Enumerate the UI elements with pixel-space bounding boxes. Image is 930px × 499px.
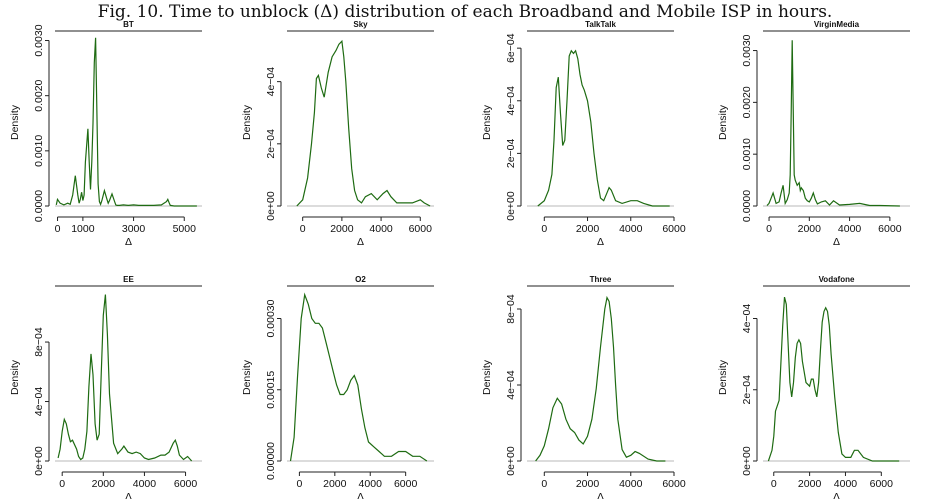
panel-3-x-tick-label: 2000 bbox=[576, 223, 600, 235]
figure-caption: Fig. 10. Time to unblock (Δ) distributio… bbox=[97, 2, 833, 22]
panel-6-x-tick-label: 2000 bbox=[323, 478, 347, 490]
panel-1-y-tick-label: 0.0030 bbox=[33, 24, 45, 56]
panel-5-x-tick-label: 2000 bbox=[92, 478, 116, 490]
panel-3-x-tick-label: 0 bbox=[541, 223, 547, 235]
panel-4-x-tick-label: 4000 bbox=[838, 223, 862, 235]
panel-5-y-tick-label: 4e−04 bbox=[33, 387, 45, 417]
panel-5-x-tick-label: 4000 bbox=[133, 478, 157, 490]
panel-2-x-tick-label: 0 bbox=[300, 223, 306, 235]
panel-8-x-tick-label: 0 bbox=[771, 478, 777, 490]
panel-1-y-tick-label: 0.0010 bbox=[33, 135, 45, 167]
panel-5-x-tick-label: 6000 bbox=[174, 478, 198, 490]
panel-3-x-label: Δ bbox=[597, 236, 604, 248]
panel-3-y-tick-label: 0e+00 bbox=[505, 191, 517, 221]
panel-1-x-tick-label: 1000 bbox=[71, 223, 95, 235]
panel-8-y-label: Density bbox=[717, 359, 729, 395]
panel-6-title: O2 bbox=[355, 275, 366, 284]
panel-3-y-tick-label: 2e−04 bbox=[505, 138, 517, 168]
panel-5-y-tick-label: 8e−04 bbox=[33, 327, 45, 357]
panel-7-x-tick-label: 6000 bbox=[662, 478, 686, 490]
panel-7-density-curve bbox=[535, 295, 666, 462]
panel-7-y-tick-label: 8e−04 bbox=[505, 294, 517, 324]
panel-6-y-tick-label: 0.00015 bbox=[265, 371, 277, 409]
panel-4-y-tick-label: 0.0000 bbox=[741, 190, 753, 222]
panel-3-x-tick-label: 4000 bbox=[619, 223, 643, 235]
panel-1-x-tick-label: 5000 bbox=[173, 223, 197, 235]
panel-1-y-tick-label: 0.0000 bbox=[33, 190, 45, 222]
panel-6-x-tick-label: 0 bbox=[296, 478, 302, 490]
panel-5-y-tick-label: 0e+00 bbox=[33, 446, 45, 476]
panel-2-y-tick-label: 0e+00 bbox=[265, 191, 277, 221]
panel-2-y-label: Density bbox=[241, 104, 253, 140]
panel-4-y-label: Density bbox=[717, 104, 729, 140]
panel-7-title: Three bbox=[590, 275, 612, 284]
panel-5-x-label: Δ bbox=[125, 491, 132, 499]
panel-6-x-label: Δ bbox=[357, 491, 364, 499]
panel-8-y-tick-label: 2e−04 bbox=[741, 375, 753, 405]
panel-4-y-tick-label: 0.0030 bbox=[741, 34, 753, 66]
panel-4-x-tick-label: 2000 bbox=[798, 223, 822, 235]
panel-7-x-label: Δ bbox=[597, 491, 604, 499]
panel-3-x-tick-label: 6000 bbox=[662, 223, 686, 235]
panel-7-y-tick-label: 4e−04 bbox=[505, 370, 517, 400]
panel-1-y-tick-label: 0.0020 bbox=[33, 79, 45, 111]
panel-5-x-tick-label: 0 bbox=[59, 478, 65, 490]
panel-1-title: BT bbox=[123, 20, 134, 29]
panel-1-x-tick-label: 0 bbox=[55, 223, 61, 235]
panel-2-x-label: Δ bbox=[357, 236, 364, 248]
panel-6-density-curve bbox=[289, 292, 428, 462]
panel-8-x-label: Δ bbox=[833, 491, 840, 499]
panel-3-y-label: Density bbox=[481, 104, 493, 140]
panel-1-density-curve bbox=[55, 37, 197, 207]
panel-8-y-tick-label: 0e+00 bbox=[741, 446, 753, 476]
panel-4-title: VirginMedia bbox=[814, 20, 860, 29]
panel-1-y-label: Density bbox=[9, 104, 21, 140]
panel-5-density-curve bbox=[57, 294, 193, 462]
panel-2-y-tick-label: 2e−04 bbox=[265, 129, 277, 159]
panel-6-y-label: Density bbox=[241, 359, 253, 395]
panel-6-y-tick-label: 0.00030 bbox=[265, 299, 277, 337]
panel-6-x-tick-label: 6000 bbox=[394, 478, 418, 490]
panel-6-y-tick-label: 0.00000 bbox=[265, 442, 277, 480]
panel-8-x-tick-label: 4000 bbox=[834, 478, 858, 490]
panel-2-y-tick-label: 4e−04 bbox=[265, 67, 277, 97]
panel-5-y-label: Density bbox=[9, 359, 21, 395]
panel-2-x-tick-label: 6000 bbox=[409, 223, 433, 235]
panel-2-title: Sky bbox=[353, 20, 368, 29]
panel-1-x-tick-label: 3000 bbox=[122, 223, 146, 235]
panel-2-density-curve bbox=[296, 39, 431, 207]
panel-8-density-curve bbox=[767, 296, 900, 462]
panel-5-title: EE bbox=[123, 275, 134, 284]
panel-2-x-tick-label: 4000 bbox=[369, 223, 393, 235]
panel-4-x-label: Δ bbox=[833, 236, 840, 248]
panel-7-y-tick-label: 0e+00 bbox=[505, 446, 517, 476]
panel-8-x-tick-label: 2000 bbox=[798, 478, 822, 490]
panel-7-x-tick-label: 2000 bbox=[576, 478, 600, 490]
panel-3-density-curve bbox=[537, 49, 670, 207]
panel-4-x-tick-label: 6000 bbox=[878, 223, 902, 235]
panel-4-y-tick-label: 0.0020 bbox=[741, 86, 753, 118]
panel-8-y-tick-label: 4e−04 bbox=[741, 304, 753, 334]
panel-4-density-curve bbox=[766, 40, 900, 207]
panel-8-x-tick-label: 6000 bbox=[870, 478, 894, 490]
panel-3-y-tick-label: 6e−04 bbox=[505, 33, 517, 63]
panel-2-x-tick-label: 2000 bbox=[330, 223, 354, 235]
panel-8-title: Vodafone bbox=[819, 275, 855, 284]
panel-1-x-label: Δ bbox=[125, 236, 132, 248]
panel-6-x-tick-label: 4000 bbox=[359, 478, 383, 490]
panel-3-y-tick-label: 4e−04 bbox=[505, 86, 517, 116]
panel-7-x-tick-label: 0 bbox=[541, 478, 547, 490]
panel-4-y-tick-label: 0.0010 bbox=[741, 138, 753, 170]
panel-7-y-label: Density bbox=[481, 359, 493, 395]
panel-3-title: TalkTalk bbox=[585, 20, 616, 29]
panel-4-x-tick-label: 0 bbox=[766, 223, 772, 235]
panel-7-x-tick-label: 4000 bbox=[619, 478, 643, 490]
